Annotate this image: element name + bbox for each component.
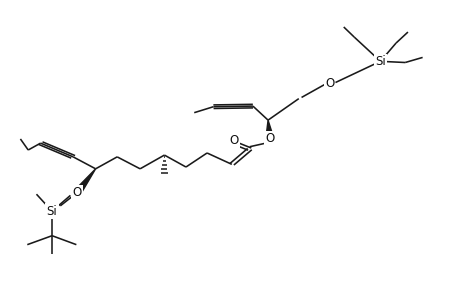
- Text: O: O: [229, 134, 238, 147]
- Text: O: O: [324, 77, 333, 90]
- Text: O: O: [73, 186, 82, 199]
- Polygon shape: [265, 120, 274, 139]
- Text: Si: Si: [374, 55, 385, 68]
- Polygon shape: [73, 169, 95, 193]
- Text: Si: Si: [46, 205, 57, 218]
- Text: O: O: [265, 133, 274, 146]
